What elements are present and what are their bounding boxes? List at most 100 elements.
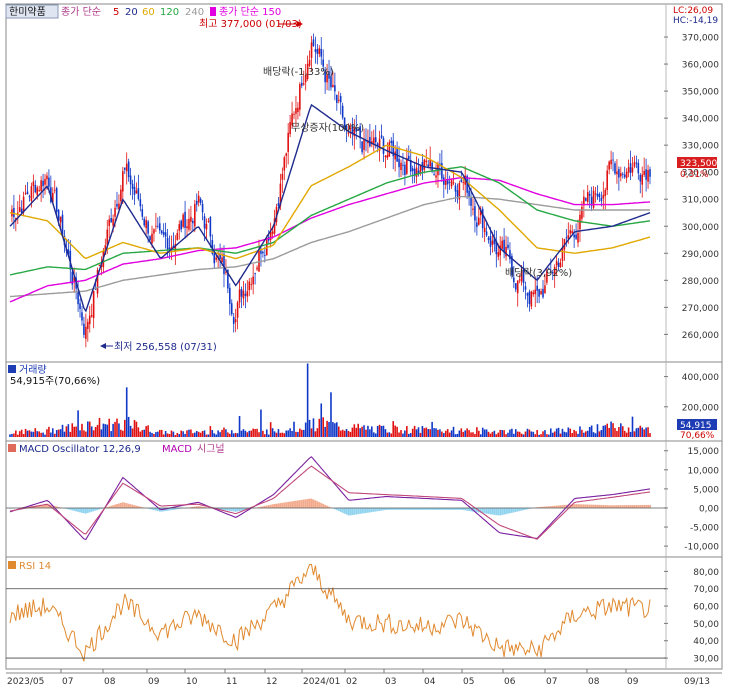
volume-bar (135, 421, 138, 437)
candle-body (135, 190, 138, 194)
volume-bar (186, 430, 188, 437)
macd-oscillator-bar (390, 507, 393, 510)
candle-body (446, 179, 449, 185)
volume-bar (221, 429, 223, 437)
volume-title: 거래량 (19, 364, 47, 376)
macd-oscillator-bar (396, 507, 399, 510)
candle-body (238, 289, 241, 303)
volume-bar (73, 426, 75, 437)
candle-body (26, 191, 29, 195)
macd-oscillator-bar (619, 505, 622, 508)
macd-oscillator-bar (121, 502, 124, 508)
volume-bar (441, 431, 443, 437)
candle-body (203, 216, 206, 229)
macd-oscillator-bar (168, 507, 171, 511)
volume-bar (211, 429, 214, 437)
candle-body (230, 303, 233, 315)
candle-body (493, 237, 496, 245)
candle-body (406, 158, 408, 174)
candle-body (583, 196, 585, 206)
candle-body (423, 159, 426, 170)
macd-oscillator-bar (201, 506, 204, 508)
candle-body (561, 247, 564, 262)
volume-bar (343, 430, 346, 437)
candle-body (359, 126, 361, 139)
macd-oscillator-bar (349, 507, 352, 516)
candle-body (425, 160, 428, 163)
volume-bar (341, 429, 344, 437)
macd-oscillator-bar (312, 499, 315, 508)
volume-bar (234, 432, 237, 437)
candle-body (310, 42, 313, 58)
candle-body (458, 183, 461, 200)
macd-oscillator-bar (647, 504, 649, 508)
macd-oscillator-bar (606, 505, 609, 508)
macd-oscillator-bar (367, 507, 369, 513)
volume-bar (497, 432, 500, 437)
macd-oscillator-bar (553, 505, 556, 508)
macd-oscillator-bar (575, 504, 577, 508)
candle-body (73, 276, 75, 282)
volume-bar (402, 433, 404, 437)
volume-bar (174, 435, 177, 437)
candle-body (641, 174, 644, 185)
macd-oscillator-bar (616, 505, 618, 508)
volume-bar (291, 430, 293, 437)
candle-body (281, 173, 284, 180)
candle-body (534, 289, 537, 295)
macd-oscillator-bar (483, 507, 486, 514)
volume-bar (466, 428, 468, 437)
volume-bar (369, 429, 371, 437)
macd-oscillator-bar (466, 507, 469, 511)
volume-bar (639, 425, 642, 437)
volume-bar (590, 425, 593, 437)
volume-bar (53, 433, 56, 437)
macd-oscillator-bar (474, 507, 476, 512)
candle-body (46, 175, 48, 180)
price-tick-label: 260,000 (682, 331, 719, 341)
macd-oscillator-bar (639, 505, 642, 508)
candle-body (516, 280, 519, 294)
macd-oscillator-bar (384, 507, 387, 511)
candle-body (454, 185, 457, 192)
volume-bar (184, 433, 186, 437)
macd-oscillator-bar (164, 507, 167, 512)
macd-oscillator-bar (454, 507, 457, 510)
volume-bar (532, 431, 535, 437)
candle-body (588, 193, 591, 196)
macd-oscillator-bar (370, 507, 373, 513)
candle-body (538, 289, 540, 297)
price-tick-label: 340,000 (682, 115, 719, 125)
candle-body (478, 217, 480, 225)
volume-bar (326, 420, 328, 437)
macd-oscillator-bar (510, 507, 513, 513)
volume-bar (637, 427, 640, 437)
macd-oscillator-bar (526, 507, 529, 510)
volume-bar (534, 434, 537, 437)
stock-name-box[interactable] (5, 4, 59, 19)
volume-bar (71, 423, 74, 437)
macd-oscillator-bar (540, 506, 542, 508)
macd-oscillator-bar (582, 504, 585, 508)
candle-body (322, 59, 324, 67)
candle-body (489, 235, 492, 247)
macd-oscillator-bar (195, 506, 198, 508)
macd-oscillator-bar (544, 506, 546, 508)
candle-body (28, 196, 31, 198)
volume-bar (51, 428, 54, 437)
macd-oscillator-bar (92, 507, 95, 512)
volume-bar (442, 433, 445, 437)
candle-body (569, 230, 572, 234)
candle-body (610, 159, 612, 165)
volume-bar (407, 433, 410, 437)
macd-oscillator-bar (501, 507, 504, 515)
low-annotation: 최저 256,558 (07/31) (114, 341, 217, 353)
price-tick-label: 330,000 (682, 142, 719, 152)
macd-oscillator-bar (42, 504, 44, 508)
volume-bar (178, 434, 181, 437)
macd-oscillator-bar (129, 504, 132, 508)
volume-bar (565, 432, 568, 437)
volume-swatch (8, 365, 16, 373)
candle-body (602, 194, 605, 199)
dividend-annotation: 배당락(-1,33%) (263, 66, 334, 78)
